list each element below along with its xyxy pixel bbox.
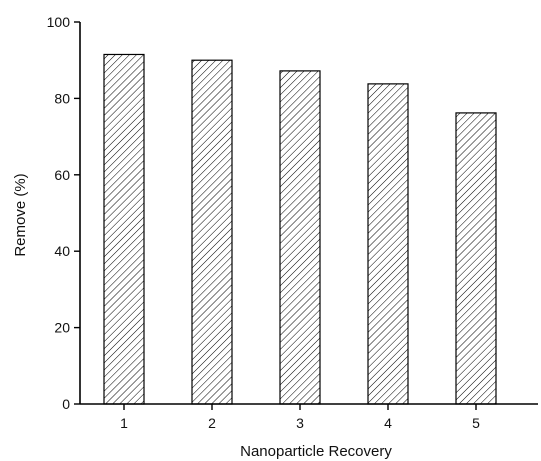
bar-1 — [103, 53, 145, 405]
bar-5 — [455, 112, 497, 405]
y-tick-label: 20 — [54, 320, 70, 336]
x-axis-title: Nanoparticle Recovery — [240, 443, 392, 460]
x-tick-label: 1 — [120, 415, 128, 431]
x-tick-label: 2 — [208, 415, 216, 431]
y-tick-label: 0 — [62, 396, 70, 412]
y-axis-title: Remove (%) — [12, 173, 29, 256]
x-tick-label: 3 — [296, 415, 304, 431]
y-axis-ticks: 0 20 40 60 80 100 — [47, 14, 80, 412]
y-tick-label: 80 — [54, 90, 70, 106]
x-tick-label: 4 — [384, 415, 392, 431]
bars-group — [103, 53, 497, 405]
y-tick-label: 60 — [54, 167, 70, 183]
x-tick-label: 5 — [472, 415, 480, 431]
y-tick-label: 40 — [54, 243, 70, 259]
bar-4 — [367, 83, 409, 405]
y-tick-label: 100 — [47, 14, 71, 30]
bar-3 — [279, 70, 321, 405]
x-axis-ticks: 1 2 3 4 5 — [120, 404, 480, 431]
bar-2 — [191, 59, 233, 405]
plot-area: 0 20 40 60 80 100 1 2 3 4 5 — [47, 14, 538, 431]
